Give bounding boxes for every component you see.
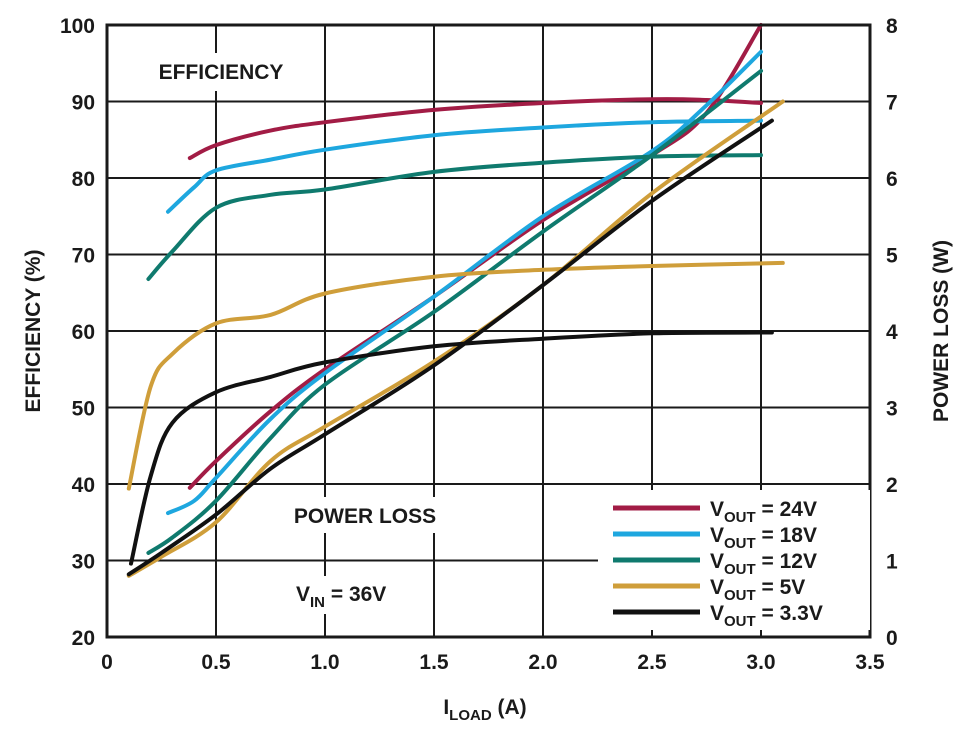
y-left-tick-label: 50 bbox=[72, 398, 95, 421]
x-tick-label: 0.5 bbox=[201, 651, 231, 674]
x-tick-label: 0 bbox=[101, 651, 113, 674]
y-right-tick-label: 1 bbox=[886, 551, 898, 574]
x-tick-label: 3.5 bbox=[855, 651, 885, 674]
x-axis-title-unit: (A) bbox=[492, 696, 527, 719]
legend-label-sub: OUT bbox=[724, 587, 756, 604]
y-right-tick-label: 6 bbox=[886, 168, 898, 191]
power-loss-line-0 bbox=[187, 23, 763, 490]
y-right-tick-label: 7 bbox=[886, 92, 898, 115]
legend-label: VOUT = 3.3V bbox=[710, 602, 823, 630]
y-right-tick-label: 4 bbox=[886, 321, 898, 344]
efficiency-line-1 bbox=[166, 118, 763, 214]
annotation-vin-sub: IN bbox=[310, 594, 325, 611]
annotation-vin-box: VIN = 36V bbox=[278, 576, 433, 614]
x-tick-label: 1.0 bbox=[310, 651, 339, 674]
legend-label: VOUT = 12V bbox=[710, 550, 817, 578]
annotation-vin-bg bbox=[278, 576, 433, 614]
efficiency-line-2 bbox=[146, 153, 763, 281]
efficiency-line-0 bbox=[187, 97, 763, 161]
axes-layer: 0 0.5 1.0 1.5 2.0 2.5 3.0 3.5203040506070809010… bbox=[60, 15, 898, 674]
x-tick-label: 1.5 bbox=[419, 651, 449, 674]
x-axis-title-main: I bbox=[443, 696, 449, 719]
legend-label: VOUT = 18V bbox=[710, 524, 817, 552]
x-tick-label: 2.0 bbox=[528, 651, 557, 674]
annotation-vin-main: V bbox=[296, 583, 310, 606]
annotation-efficiency: EFFICIENCY bbox=[159, 61, 284, 84]
y-left-tick-label: 80 bbox=[72, 168, 95, 191]
y-right-tick-label: 8 bbox=[886, 15, 898, 38]
x-axis-title: ILOAD (A) bbox=[443, 696, 526, 724]
legend-label: VOUT = 24V bbox=[710, 498, 817, 526]
y-right-tick-label: 2 bbox=[886, 474, 898, 497]
y-left-tick-label: 100 bbox=[60, 15, 95, 38]
legend-label-sub: OUT bbox=[724, 509, 756, 526]
efficiency-line-4 bbox=[129, 330, 774, 566]
legend-label-sub: OUT bbox=[724, 561, 756, 578]
legend-label: VOUT = 5V bbox=[710, 576, 805, 604]
annotation-power-loss-bg bbox=[268, 497, 463, 533]
y-left-tick-label: 60 bbox=[72, 321, 95, 344]
y-axis-left-title: EFFICIENCY (%) bbox=[22, 250, 45, 413]
y-left-tick-label: 30 bbox=[72, 551, 95, 574]
y-right-tick-label: 0 bbox=[886, 627, 898, 650]
power-loss-line-2 bbox=[146, 68, 763, 555]
annotation-efficiency-bg bbox=[130, 53, 300, 91]
legend-label-main: V bbox=[710, 576, 724, 599]
annotation-power-loss-box: POWER LOSS bbox=[268, 497, 463, 533]
x-tick-label: 3.0 bbox=[746, 651, 775, 674]
legend-label-main: V bbox=[710, 550, 724, 573]
y-left-tick-label: 70 bbox=[72, 245, 95, 268]
y-axis-right-title: POWER LOSS (W) bbox=[930, 240, 953, 422]
legend-label-value: = 24V bbox=[756, 498, 817, 521]
legend-label-value: = 18V bbox=[756, 524, 817, 547]
y-left-tick-label: 40 bbox=[72, 474, 95, 497]
x-tick-label: 2.5 bbox=[637, 651, 667, 674]
annotation-vin-value: = 36V bbox=[325, 583, 386, 606]
series-layer bbox=[126, 23, 785, 578]
plot-frame bbox=[105, 23, 872, 639]
annotation-power-loss: POWER LOSS bbox=[294, 505, 436, 528]
legend-label-value: = 3.3V bbox=[756, 602, 823, 625]
legend-label-sub: OUT bbox=[724, 535, 756, 552]
legend-label-main: V bbox=[710, 602, 724, 625]
legend-label-value: = 12V bbox=[756, 550, 817, 573]
y-right-tick-label: 3 bbox=[886, 398, 898, 421]
y-right-tick-label: 5 bbox=[886, 245, 898, 268]
y-left-tick-label: 20 bbox=[72, 627, 95, 650]
power-loss-line-1 bbox=[166, 49, 763, 516]
annotation-vin: VIN = 36V bbox=[296, 583, 386, 611]
x-axis-title-sub: LOAD bbox=[449, 707, 492, 724]
efficiency-line-3 bbox=[126, 260, 785, 491]
y-left-tick-label: 90 bbox=[72, 92, 95, 115]
legend-label-main: V bbox=[710, 524, 724, 547]
power-loss-line-3 bbox=[126, 99, 785, 578]
legend-label-main: V bbox=[710, 498, 724, 521]
legend-label-sub: OUT bbox=[724, 613, 756, 630]
legend-label-value: = 5V bbox=[756, 576, 806, 599]
annotation-efficiency-box: EFFICIENCY bbox=[130, 53, 300, 91]
power-loss-line-4 bbox=[126, 118, 774, 577]
